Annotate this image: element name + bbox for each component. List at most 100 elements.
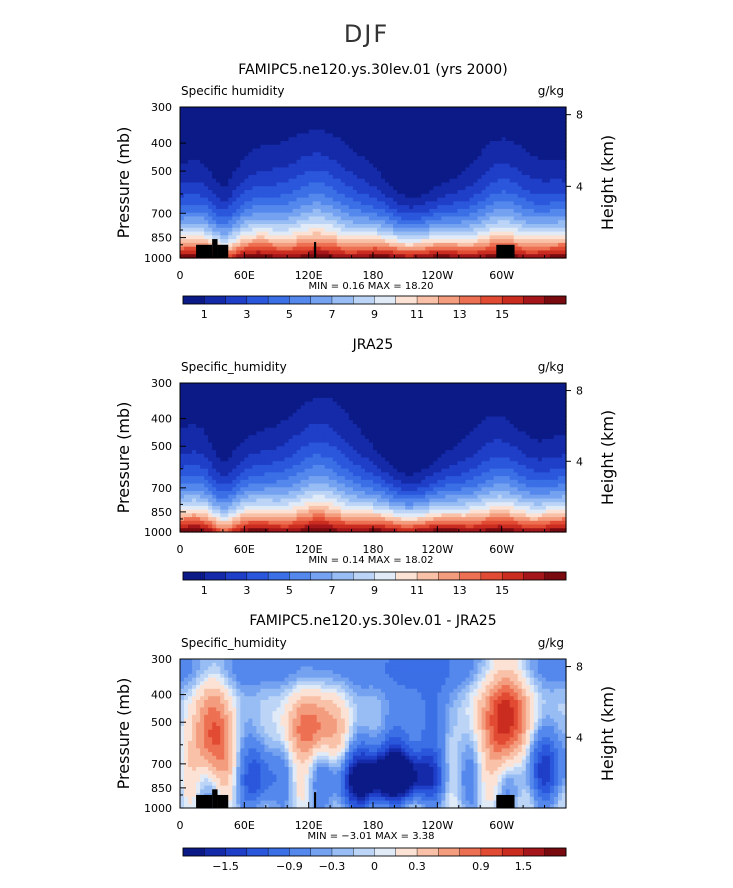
field-cell [220, 224, 225, 229]
field-cell [292, 144, 298, 150]
field-cell [184, 110, 189, 116]
field-cell [288, 122, 294, 127]
field-cell [240, 156, 245, 161]
field-cell [352, 190, 358, 195]
field-cell [405, 246, 410, 252]
field-cell [256, 133, 262, 138]
field-cell [356, 186, 362, 191]
field-cell [280, 190, 286, 195]
field-cell [340, 156, 346, 161]
field-cell [417, 208, 422, 214]
field-cell [397, 242, 402, 248]
field-cell [385, 122, 390, 127]
field-cell [469, 208, 475, 214]
field-cell [252, 416, 257, 421]
field-cell [533, 122, 539, 127]
field-cell [340, 193, 346, 199]
field-cell [473, 148, 479, 153]
field-cell [228, 220, 233, 225]
field-cell [280, 159, 286, 165]
field-cell [208, 156, 213, 161]
field-cell [212, 182, 217, 187]
field-cell [320, 205, 326, 210]
field-cell [441, 137, 446, 142]
field-cell [296, 174, 302, 180]
field-cell [481, 205, 487, 210]
field-cell [276, 409, 282, 414]
field-cell [437, 118, 442, 123]
field-cell [332, 110, 338, 116]
field-cell [437, 148, 442, 153]
field-cell [457, 420, 463, 425]
field-cell [413, 163, 418, 169]
field-cell [180, 394, 185, 399]
field-cell [360, 122, 366, 127]
field-cell [485, 401, 491, 406]
field-cell [373, 386, 378, 392]
field-cell [465, 250, 471, 255]
field-cell [336, 386, 342, 392]
field-cell [441, 409, 446, 414]
field-cell [481, 208, 487, 214]
field-cell [465, 409, 471, 414]
field-cell [328, 246, 334, 252]
field-cell [469, 239, 475, 244]
field-cell [393, 420, 398, 425]
field-cell [252, 420, 257, 425]
field-cell [397, 118, 402, 123]
field-cell [332, 390, 338, 395]
field-cell [368, 122, 374, 127]
field-cell [545, 114, 551, 119]
field-cell [192, 140, 197, 146]
field-cell [449, 178, 455, 184]
field-cell [256, 254, 262, 259]
field-cell [489, 386, 495, 392]
field-cell [561, 156, 567, 161]
field-cell [348, 201, 354, 206]
field-cell [413, 186, 418, 191]
field-cell [252, 386, 257, 392]
field-cell [409, 239, 414, 244]
field-cell [561, 205, 567, 210]
field-cell [192, 190, 197, 195]
field-cell [268, 137, 274, 142]
field-cell [300, 409, 306, 414]
field-cell [280, 174, 286, 180]
field-cell [509, 122, 515, 127]
field-cell [485, 152, 491, 157]
field-cell [533, 148, 539, 153]
field-cell [268, 110, 274, 116]
field-cell [196, 178, 201, 184]
field-cell [340, 122, 346, 127]
field-cell [433, 416, 438, 421]
field-cell [264, 182, 270, 187]
field-cell [421, 129, 426, 135]
field-cell [517, 201, 523, 206]
field-cell [553, 167, 559, 172]
field-cell [465, 174, 471, 180]
field-cell [405, 122, 410, 127]
field-cell [232, 405, 237, 410]
field-cell [276, 140, 282, 146]
field-cell [493, 420, 499, 425]
field-cell [477, 110, 483, 116]
field-cell [364, 129, 370, 135]
field-cell [465, 186, 471, 191]
field-cell [445, 190, 450, 195]
field-cell [521, 186, 527, 191]
field-cell [280, 246, 286, 252]
field-cell [204, 231, 209, 236]
field-cell [557, 133, 563, 138]
field-cell [385, 152, 390, 157]
field-cell [180, 201, 185, 206]
field-cell [509, 118, 515, 123]
field-cell [545, 174, 551, 180]
field-cell [336, 394, 342, 399]
field-cell [461, 416, 467, 421]
field-cell [405, 174, 410, 180]
field-cell [216, 416, 221, 421]
field-cell [276, 242, 282, 248]
field-cell [509, 224, 515, 229]
field-cell [517, 394, 523, 399]
field-cell [393, 227, 398, 233]
